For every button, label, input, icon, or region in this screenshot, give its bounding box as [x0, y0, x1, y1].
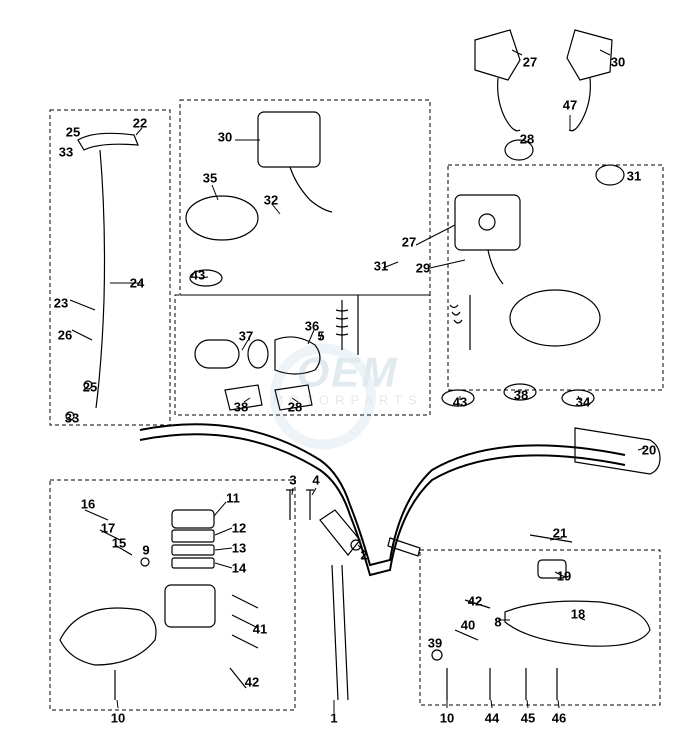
callout-10: 10	[440, 711, 454, 726]
callout-3: 3	[289, 473, 296, 488]
callout-36: 36	[305, 319, 319, 334]
callout-9: 9	[142, 543, 149, 558]
mirror-35	[186, 196, 258, 240]
bolt-16	[85, 510, 108, 520]
mirror-lower-mirror-oval	[510, 290, 600, 346]
callout-8: 8	[494, 615, 501, 630]
plate-13	[172, 545, 214, 555]
callout-42: 42	[245, 675, 259, 690]
callout-34: 34	[576, 395, 590, 410]
callout-33: 33	[65, 411, 79, 426]
master-cylinder	[165, 585, 215, 627]
mirror-right-27	[475, 30, 520, 131]
callout-31: 31	[374, 259, 388, 274]
callout-30: 30	[218, 130, 232, 145]
spring-pin-36	[336, 295, 358, 355]
callout-19: 19	[557, 569, 571, 584]
dashed-group-3	[448, 165, 663, 390]
callout-17: 17	[101, 521, 115, 536]
washer-9	[141, 558, 149, 566]
lever-23	[70, 300, 95, 310]
callout-25: 25	[66, 125, 80, 140]
callout-18: 18	[571, 607, 585, 622]
screws-3-4	[286, 488, 316, 520]
callout-28: 28	[288, 400, 302, 415]
callout-21: 21	[553, 526, 567, 541]
parts-diagram: OEM MOTORPARTS 1234589101011121314151617…	[0, 0, 695, 755]
callout-2: 2	[360, 548, 367, 563]
cable-assembly	[66, 128, 142, 420]
callout-28: 28	[520, 132, 534, 147]
callout-14: 14	[232, 561, 246, 576]
callout-44: 44	[485, 711, 499, 726]
dashed-group-4	[175, 295, 430, 415]
callout-47: 47	[563, 98, 577, 113]
washer-39	[432, 650, 442, 660]
left-grip-group	[195, 330, 320, 374]
callout-42: 42	[468, 594, 482, 609]
gasket-12	[172, 530, 214, 542]
callout-39: 39	[428, 636, 442, 651]
callout-16: 16	[81, 497, 95, 512]
callout-22: 22	[133, 116, 147, 131]
callout-43: 43	[453, 395, 467, 410]
nut-26	[72, 330, 92, 340]
cap-31	[596, 165, 624, 185]
reservoir-cap-11	[172, 510, 214, 528]
callout-24: 24	[130, 276, 144, 291]
callout-4: 4	[312, 473, 319, 488]
callout-25: 25	[83, 380, 97, 395]
lever-left	[60, 608, 156, 665]
callout-15: 15	[112, 536, 126, 551]
callout-20: 20	[642, 443, 656, 458]
callout-23: 23	[54, 296, 68, 311]
callout-46: 46	[552, 711, 566, 726]
plate-14	[172, 558, 214, 568]
callout-30: 30	[611, 55, 625, 70]
callout-10: 10	[111, 711, 125, 726]
callout-29: 29	[416, 261, 430, 276]
diagram-svg	[0, 0, 695, 755]
callout-38: 38	[234, 400, 248, 415]
callout-40: 40	[461, 618, 475, 633]
mirror-lower-27	[455, 195, 520, 284]
callout-26: 26	[58, 328, 72, 343]
callout-13: 13	[232, 541, 246, 556]
callout-12: 12	[232, 521, 246, 536]
callout-27: 27	[402, 235, 416, 250]
dashed-group-6	[420, 550, 660, 705]
callout-31: 31	[627, 169, 641, 184]
callout-27: 27	[523, 55, 537, 70]
callout-45: 45	[521, 711, 535, 726]
callout-38: 38	[514, 388, 528, 403]
callout-32: 32	[264, 193, 278, 208]
steering-stem	[320, 510, 420, 713]
switch-42	[230, 668, 246, 688]
handlebar	[140, 424, 625, 575]
callout-43: 43	[191, 268, 205, 283]
callout-1: 1	[330, 711, 337, 726]
callout-35: 35	[203, 171, 217, 186]
mirror-right-30	[567, 30, 612, 131]
callout-11: 11	[226, 491, 240, 506]
callout-33: 33	[59, 145, 73, 160]
left-brake-lever-group	[60, 502, 258, 708]
callout-41: 41	[253, 622, 267, 637]
callout-37: 37	[239, 329, 253, 344]
